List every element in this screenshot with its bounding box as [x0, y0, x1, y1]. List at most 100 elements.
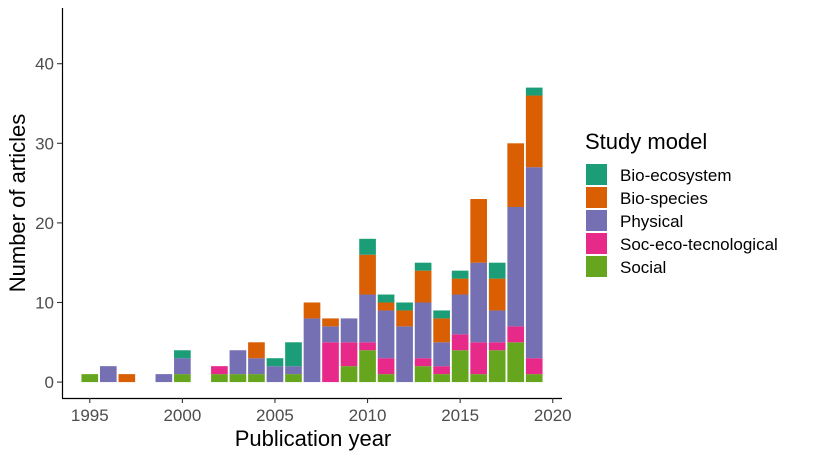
- bar-segment-bio-species-2018: [507, 143, 525, 207]
- bar-segment-physical-2014: [433, 342, 450, 367]
- bar-segment-physical-1996: [99, 366, 117, 383]
- bar-segment-social-2010: [359, 350, 376, 383]
- bar-segment-soc-eco-tecnological-2009: [340, 342, 358, 367]
- bar-segment-bio-ecosystem-2005: [266, 358, 284, 367]
- bar-segment-physical-2006: [285, 366, 302, 375]
- bar-segment-bio-ecosystem-2010: [359, 238, 376, 255]
- bar-segment-physical-2007: [303, 318, 321, 383]
- bar-segment-bio-ecosystem-2019: [525, 87, 543, 96]
- legend-label-soc-eco-tecnological: Soc-eco-tecnological: [620, 235, 778, 254]
- bar-segment-physical-2003: [229, 350, 247, 375]
- bar-segment-social-2000: [174, 374, 191, 383]
- y-axis-title: Number of articles: [5, 114, 30, 293]
- bar-segment-soc-eco-tecnological-2018: [507, 326, 525, 343]
- bar-segment-bio-ecosystem-2012: [396, 302, 413, 311]
- bar-segment-physical-2011: [377, 310, 395, 359]
- bar-segment-physical-2012: [396, 326, 413, 383]
- bar-segment-physical-2009: [340, 318, 358, 343]
- bar-segment-bio-species-2011: [377, 302, 395, 311]
- bar-segment-physical-2004: [248, 358, 265, 375]
- bar-segment-social-2009: [340, 366, 358, 383]
- bar-segment-social-2017: [488, 350, 506, 383]
- bar-segment-social-2016: [470, 374, 487, 383]
- x-tick-label: 2020: [534, 406, 572, 425]
- bar-segment-physical-2000: [174, 358, 191, 375]
- bar-segment-physical-2017: [488, 310, 506, 343]
- bar-segment-social-2006: [285, 374, 302, 383]
- bar-segment-social-2002: [211, 374, 228, 383]
- legend-label-social: Social: [620, 258, 666, 277]
- x-tick-label: 2000: [163, 406, 201, 425]
- y-tick-label: 20: [35, 214, 54, 233]
- bar-segment-bio-species-2019: [525, 95, 543, 168]
- bar-segment-soc-eco-tecnological-2017: [488, 342, 506, 351]
- bar-segment-physical-2005: [266, 366, 284, 383]
- legend-swatch-physical: [586, 210, 607, 231]
- bar-segment-social-2014: [433, 374, 450, 383]
- bar-segment-physical-2019: [525, 167, 543, 359]
- legend-items: Bio-ecosystem Bio-species Physical Soc-eco-…: [586, 164, 778, 277]
- bar-segment-social-2019: [525, 374, 543, 383]
- bar-segment-physical-2018: [507, 206, 525, 327]
- bar-segment-bio-species-2012: [396, 310, 413, 327]
- y-axis-ticks: 0 10 20 30 40: [35, 55, 62, 392]
- legend: Study model Bio-ecosystem Bio-species Phys…: [585, 129, 778, 277]
- x-axis-ticks: 1995 2000 2005 2010 2015 2020: [71, 398, 572, 425]
- bar-segment-soc-eco-tecnological-2016: [470, 342, 487, 375]
- bar-segment-bio-ecosystem-2017: [488, 262, 506, 279]
- y-tick-label: 30: [35, 134, 54, 153]
- x-tick-label: 2005: [256, 406, 294, 425]
- bar-segment-soc-eco-tecnological-2013: [414, 358, 432, 367]
- bar-segment-bio-ecosystem-2000: [174, 350, 191, 359]
- bar-segment-bio-species-2016: [470, 199, 487, 263]
- bar-segment-social-2013: [414, 366, 432, 383]
- bar-segment-physical-2016: [470, 262, 487, 343]
- y-tick-label: 0: [45, 373, 54, 392]
- bar-segment-bio-ecosystem-2011: [377, 294, 395, 303]
- bar-segment-social-2018: [507, 342, 525, 383]
- legend-label-physical: Physical: [620, 212, 683, 231]
- bar-segment-bio-species-2013: [414, 270, 432, 303]
- bar-segment-bio-species-2008: [322, 318, 339, 327]
- x-tick-label: 1995: [71, 406, 109, 425]
- bar-segment-physical-2015: [451, 294, 469, 335]
- bar-segment-social-2004: [248, 374, 265, 383]
- bar-segment-bio-ecosystem-2014: [433, 310, 450, 319]
- bar-segment-social-2003: [229, 374, 247, 383]
- bar-segment-bio-species-2007: [303, 302, 321, 319]
- bar-segment-physical-2013: [414, 302, 432, 359]
- bar-segment-bio-species-2010: [359, 254, 376, 295]
- legend-swatch-bio-ecosystem: [586, 164, 607, 185]
- legend-swatch-soc-eco-tecnological: [586, 233, 607, 254]
- bar-segment-bio-species-2014: [433, 318, 450, 343]
- bar-segment-bio-species-2017: [488, 278, 506, 311]
- bar-segment-soc-eco-tecnological-2011: [377, 358, 395, 375]
- bar-segment-bio-species-2004: [248, 342, 265, 359]
- bar-segment-physical-2008: [322, 326, 339, 343]
- y-tick-label: 40: [35, 55, 54, 74]
- bar-segment-soc-eco-tecnological-2015: [451, 334, 469, 351]
- bar-segment-social-2011: [377, 374, 395, 383]
- y-tick-label: 10: [35, 293, 54, 312]
- bar-segment-bio-ecosystem-2006: [285, 342, 302, 367]
- x-tick-label: 2010: [349, 406, 387, 425]
- legend-title: Study model: [585, 129, 707, 154]
- bar-segment-social-1995: [81, 374, 99, 383]
- bar-segment-soc-eco-tecnological-2008: [322, 342, 339, 383]
- x-tick-label: 2015: [441, 406, 479, 425]
- x-axis-title: Publication year: [235, 426, 392, 451]
- bar-segment-soc-eco-tecnological-2010: [359, 342, 376, 351]
- legend-label-bio-species: Bio-species: [620, 189, 708, 208]
- bar-segment-bio-species-1997: [118, 374, 136, 383]
- legend-swatch-social: [586, 256, 607, 277]
- bar-segment-soc-eco-tecnological-2014: [433, 366, 450, 375]
- bar-segment-soc-eco-tecnological-2019: [525, 358, 543, 375]
- bar-segment-physical-2010: [359, 294, 376, 343]
- bar-segment-bio-ecosystem-2013: [414, 262, 432, 271]
- bar-segment-social-2015: [451, 350, 469, 383]
- legend-label-bio-ecosystem: Bio-ecosystem: [620, 166, 731, 185]
- bar-segment-bio-species-2015: [451, 278, 469, 295]
- bars-layer: [81, 87, 543, 383]
- legend-swatch-bio-species: [586, 187, 607, 208]
